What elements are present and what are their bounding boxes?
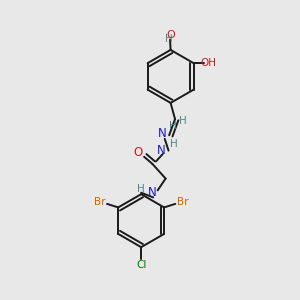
- Text: N: N: [157, 144, 166, 157]
- Text: H: H: [137, 184, 145, 194]
- Text: H: H: [179, 116, 187, 126]
- Text: N: N: [158, 127, 167, 140]
- Text: O: O: [167, 30, 176, 40]
- Text: Cl: Cl: [136, 260, 146, 270]
- Text: H: H: [170, 139, 178, 149]
- Text: Br: Br: [94, 197, 106, 207]
- Text: H: H: [169, 121, 176, 131]
- Text: Br: Br: [177, 197, 188, 207]
- Text: H: H: [165, 34, 173, 44]
- Text: N: N: [148, 187, 157, 200]
- Text: O: O: [133, 146, 142, 159]
- Text: OH: OH: [201, 58, 217, 68]
